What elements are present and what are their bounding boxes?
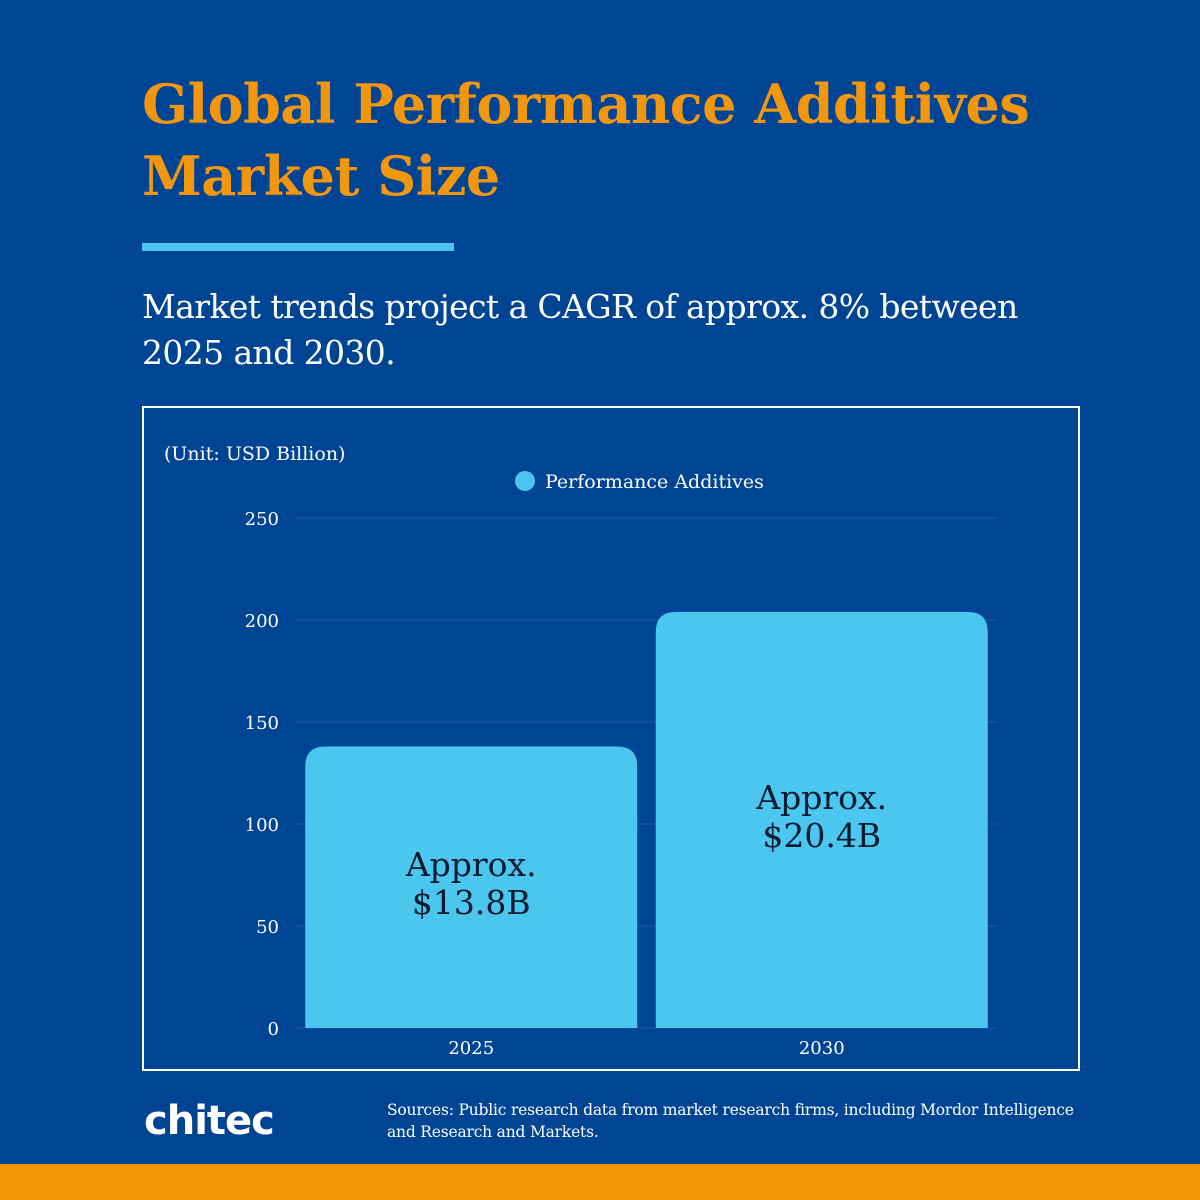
bar-data-label: Approx. [405, 845, 537, 884]
subtitle: Market trends project a CAGR of approx. … [142, 287, 1018, 372]
logo-text: chitec [144, 1098, 274, 1141]
bar-data-label: $20.4B [762, 816, 881, 855]
x-tick-label: 2025 [448, 1038, 494, 1059]
page-title: Global Performance Additives Market Size [142, 68, 1102, 212]
chart-frame: (Unit: USD Billion) Performance Additive… [142, 406, 1080, 1071]
title-line-2: Market Size [142, 144, 500, 208]
y-tick-label: 150 [245, 713, 279, 734]
y-tick-label: 0 [268, 1019, 279, 1040]
title-underline [142, 243, 454, 251]
legend-label: Performance Additives [545, 471, 764, 493]
x-tick-label: 2030 [799, 1038, 845, 1059]
sources-note: Sources: Public research data from marke… [387, 1101, 1074, 1141]
y-tick-label: 100 [245, 815, 279, 836]
bar-data-label: $13.8B [412, 883, 531, 922]
chitec-logo: chitec [144, 1098, 275, 1141]
bar-2025 [305, 746, 638, 1028]
y-tick-label: 200 [245, 611, 279, 632]
unit-label: (Unit: USD Billion) [164, 443, 345, 465]
legend-marker [515, 471, 535, 491]
y-tick-label: 50 [256, 917, 279, 938]
bar-2030 [655, 611, 988, 1028]
legend: Performance Additives [515, 471, 764, 493]
title-line-1: Global Performance Additives [142, 72, 1030, 136]
bar-data-label: Approx. [755, 778, 887, 817]
y-tick-label: 250 [245, 509, 279, 530]
bar-chart: (Unit: USD Billion) Performance Additive… [164, 443, 997, 1059]
footer-bar [0, 1164, 1200, 1200]
